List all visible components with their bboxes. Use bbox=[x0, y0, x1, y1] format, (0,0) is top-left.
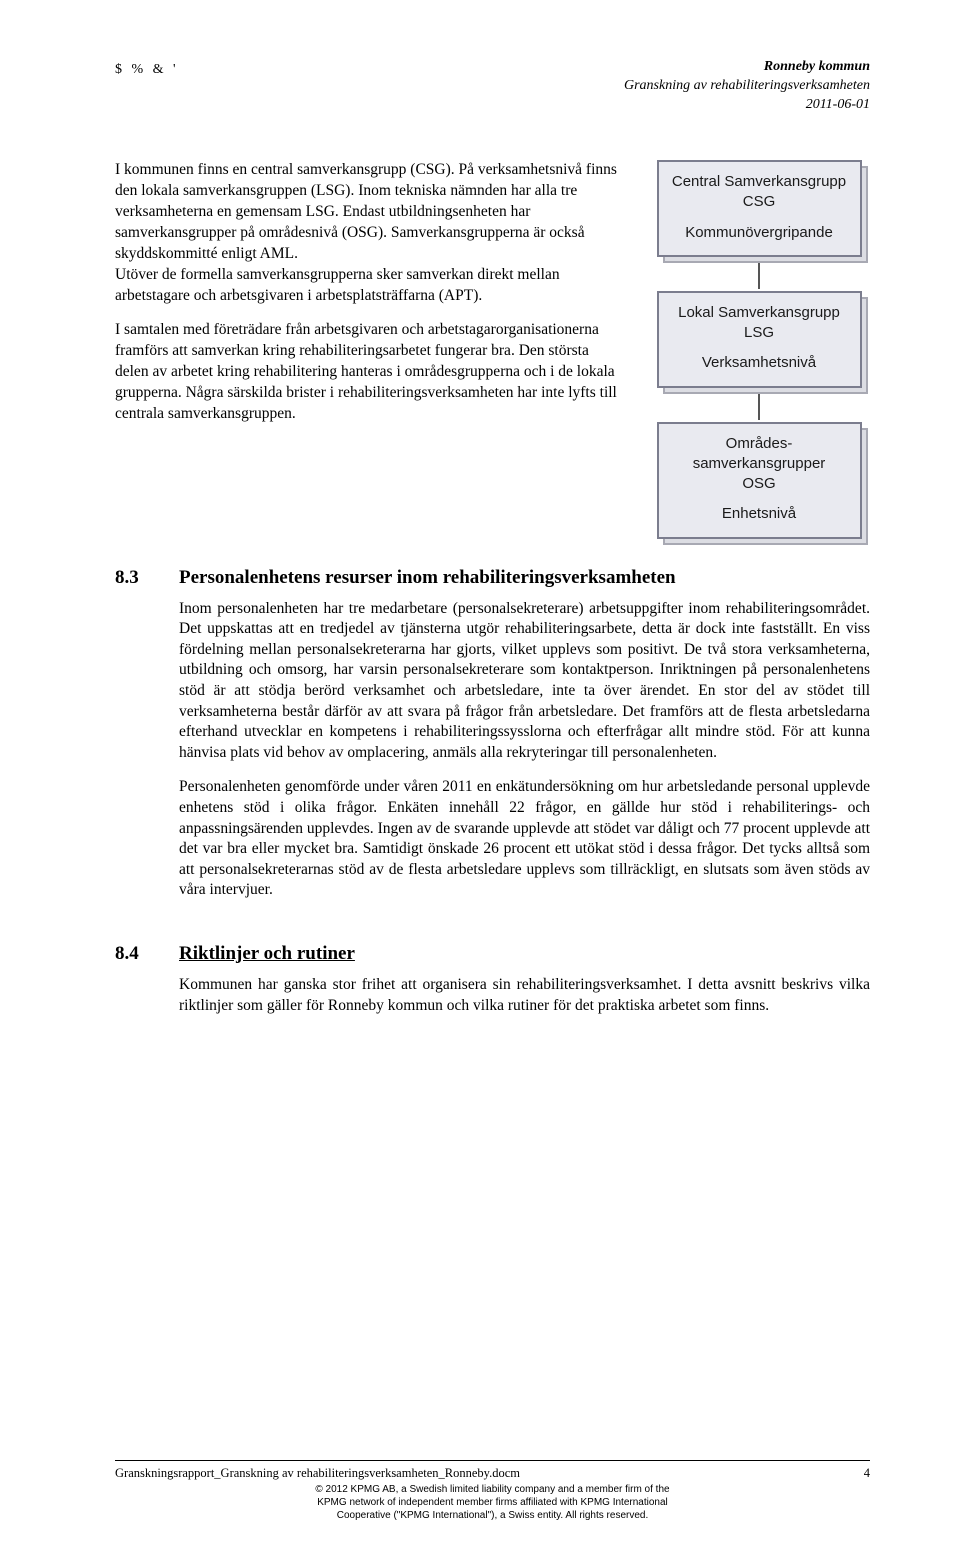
header-subtitle: Granskning av rehabiliteringsverksamhete… bbox=[624, 77, 870, 96]
section-body: Inom personalenheten har tre medarbetare… bbox=[179, 599, 870, 902]
box-title-b: samverkansgrupper bbox=[665, 454, 854, 474]
box-title: Central Samverkansgrupp bbox=[665, 172, 854, 192]
box-title-a: Områdes- bbox=[665, 434, 854, 454]
connector bbox=[758, 261, 760, 289]
footer-docname-row: Granskningsrapport_Granskning av rehabil… bbox=[115, 1465, 870, 1481]
diagram-box-lsg: Lokal Samverkansgrupp LSG Verksamhetsniv… bbox=[657, 291, 862, 388]
box-level: Verksamhetsnivå bbox=[665, 353, 854, 373]
page-header: Ronneby kommun Granskning av rehabiliter… bbox=[624, 58, 870, 115]
box-level: Enhetsnivå bbox=[665, 504, 854, 524]
diagram-box-osg: Områdes- samverkansgrupper OSG Enhetsniv… bbox=[657, 422, 862, 539]
box-level: Kommunövergripande bbox=[665, 223, 854, 243]
section-body: Kommunen har ganska stor frihet att orga… bbox=[179, 975, 870, 1016]
footer-docname: Granskningsrapport_Granskning av rehabil… bbox=[115, 1465, 520, 1481]
header-date: 2011-06-01 bbox=[624, 96, 870, 115]
box-title: Lokal Samverkansgrupp bbox=[665, 303, 854, 323]
footer-line1: © 2012 KPMG AB, a Swedish limited liabil… bbox=[115, 1483, 870, 1496]
sec83-p1: Inom personalenheten har tre medarbetare… bbox=[179, 599, 870, 764]
section-8-4: 8.4 Riktlinjer och rutiner Kommunen har … bbox=[115, 943, 870, 1030]
footer-line3: Cooperative ("KPMG International"), a Sw… bbox=[115, 1509, 870, 1522]
org-diagram: Central Samverkansgrupp CSG Kommunövergr… bbox=[648, 160, 870, 539]
section-title: Personalenhetens resurser inom rehabilit… bbox=[179, 567, 870, 589]
sec84-p1: Kommunen har ganska stor frihet att orga… bbox=[179, 975, 870, 1016]
footer-line2: KPMG network of independent member firms… bbox=[115, 1496, 870, 1509]
intro-p1: I kommunen finns en central samverkansgr… bbox=[115, 160, 624, 306]
sec83-p2: Personalenheten genomförde under våren 2… bbox=[179, 777, 870, 901]
intro-p3: I samtalen med företrädare från arbetsgi… bbox=[115, 320, 624, 425]
section-number: 8.3 bbox=[115, 567, 159, 916]
diagram-box-csg: Central Samverkansgrupp CSG Kommunövergr… bbox=[657, 160, 862, 257]
section-title: Riktlinjer och rutiner bbox=[179, 943, 870, 965]
box-abbr: OSG bbox=[665, 474, 854, 494]
intro-text: I kommunen finns en central samverkansgr… bbox=[115, 160, 624, 439]
footer-pagenum: 4 bbox=[864, 1465, 870, 1481]
connector bbox=[758, 392, 760, 420]
corner-mark: $ % & ' bbox=[115, 62, 179, 78]
header-org: Ronneby kommun bbox=[624, 58, 870, 77]
intro-row: I kommunen finns en central samverkansgr… bbox=[115, 160, 870, 539]
section-number: 8.4 bbox=[115, 943, 159, 1030]
box-abbr: CSG bbox=[665, 192, 854, 212]
box-abbr: LSG bbox=[665, 323, 854, 343]
main-content: I kommunen finns en central samverkansgr… bbox=[115, 160, 870, 1030]
section-8-3: 8.3 Personalenhetens resurser inom rehab… bbox=[115, 567, 870, 916]
page-footer: Granskningsrapport_Granskning av rehabil… bbox=[115, 1460, 870, 1522]
